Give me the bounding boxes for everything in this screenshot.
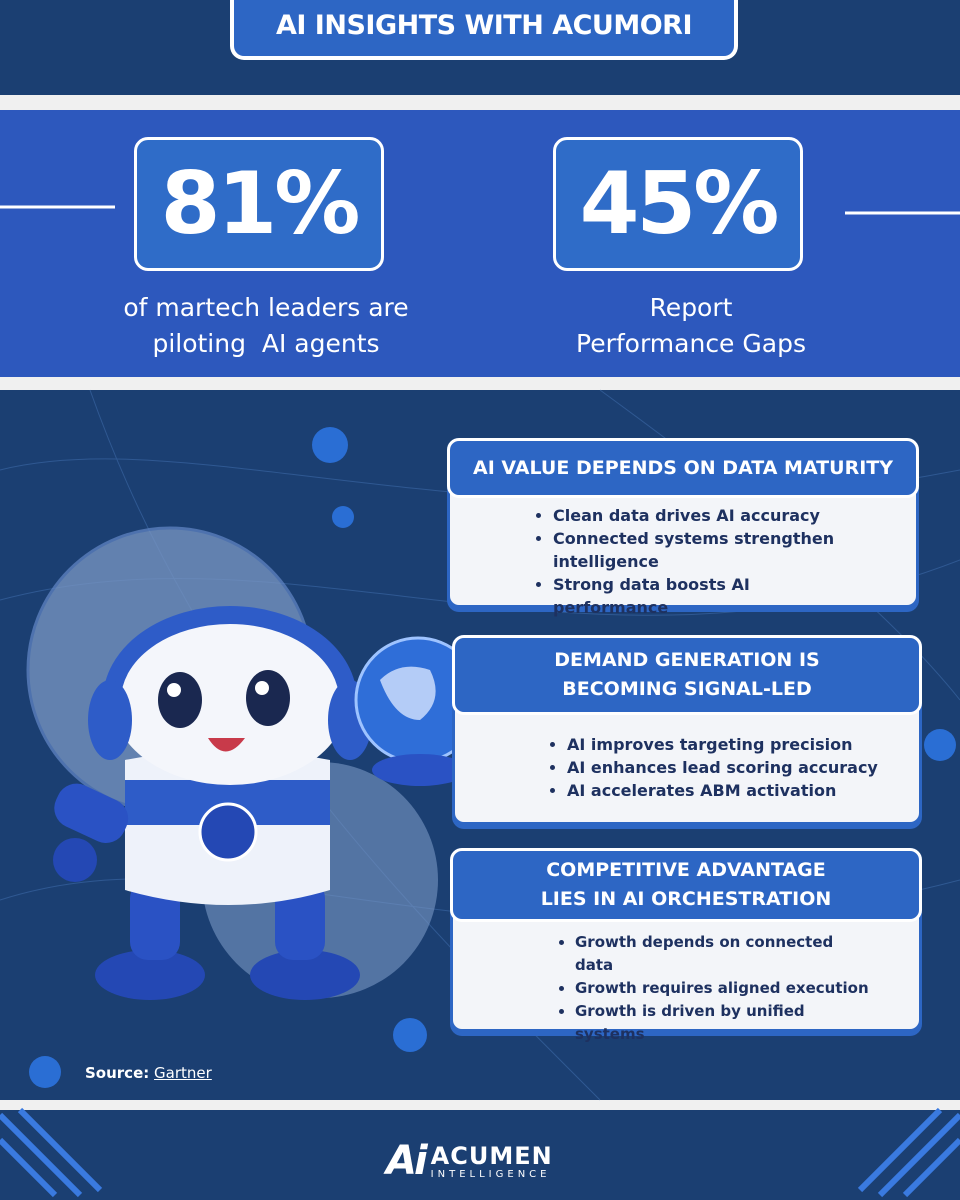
stat-caption: Report Performance Gaps <box>521 290 861 362</box>
card-title: DEMAND GENERATION IS BECOMING SIGNAL-LED <box>452 635 922 715</box>
mascot <box>53 606 482 1000</box>
caption-line: Performance Gaps <box>576 329 806 358</box>
footer-band <box>0 1110 960 1200</box>
stat-value: 45% <box>553 137 803 271</box>
bullet-list: Clean data drives AI accuracy Connected … <box>535 504 863 619</box>
stripe <box>0 95 960 110</box>
bullet: AI enhances lead scoring accuracy <box>567 756 917 779</box>
stripe <box>0 377 960 390</box>
title-line: COMPETITIVE ADVANTAGE <box>546 859 826 881</box>
source-link[interactable]: Gartner <box>154 1064 212 1082</box>
brand: ACUMEN <box>430 1141 553 1170</box>
card-title: AI VALUE DEPENDS ON DATA MATURITY <box>447 438 919 498</box>
stat-value: 81% <box>134 137 384 271</box>
bullet-list: AI improves targeting precision AI enhan… <box>549 733 917 802</box>
bullet: AI accelerates ABM activation <box>567 779 917 802</box>
bullet: Growth depends on connected data <box>575 931 875 977</box>
bullet: Clean data drives AI accuracy <box>553 504 863 527</box>
card-title: COMPETITIVE ADVANTAGE LIES IN AI ORCHEST… <box>450 848 922 922</box>
bullet: Growth requires aligned execution <box>575 977 875 1000</box>
title-line: DEMAND GENERATION IS <box>554 649 820 671</box>
caption-line: piloting AI agents <box>152 329 380 358</box>
bullet: Connected systems strengthen intelligenc… <box>553 527 863 573</box>
bullet: Growth is driven by unified systems <box>575 1000 875 1046</box>
card: DEMAND GENERATION IS BECOMING SIGNAL-LED… <box>452 635 922 825</box>
title-line: LIES IN AI ORCHESTRATION <box>540 888 832 910</box>
tagline: INTELLIGENCE <box>430 1168 551 1180</box>
card: AI VALUE DEPENDS ON DATA MATURITY Clean … <box>447 438 919 617</box>
bullet-list: Growth depends on connected data Growth … <box>557 931 875 1046</box>
bullet: AI improves targeting precision <box>567 733 917 756</box>
logo-mark: Ai <box>386 1138 428 1184</box>
card: COMPETITIVE ADVANTAGE LIES IN AI ORCHEST… <box>450 848 922 1043</box>
caption-line: of martech leaders are <box>123 293 409 322</box>
footer-logo: Ai ACUMEN INTELLIGENCE <box>386 1138 553 1184</box>
title-line: BECOMING SIGNAL-LED <box>562 678 812 700</box>
title-line: AI VALUE DEPENDS ON DATA MATURITY <box>472 456 893 479</box>
stripe <box>0 1100 960 1110</box>
caption-line: Report <box>649 293 733 322</box>
header-title: AI INSIGHTS WITH ACUMORI <box>230 0 738 60</box>
bullet: Strong data boosts AI performance <box>553 573 863 619</box>
stat-caption: of martech leaders are piloting AI agent… <box>96 290 436 362</box>
source: Source: Gartner <box>85 1064 212 1082</box>
source-label: Source: <box>85 1064 150 1082</box>
